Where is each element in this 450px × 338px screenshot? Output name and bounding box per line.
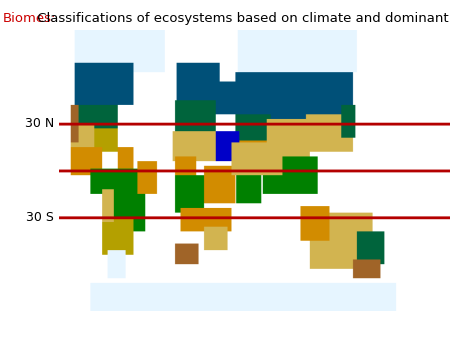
Text: 30 S: 30 S xyxy=(26,211,54,224)
Text: 30 N: 30 N xyxy=(25,117,54,130)
Text: Biomes:: Biomes: xyxy=(2,12,56,25)
Text: E. Benders-Hyde: E. Benders-Hyde xyxy=(135,290,199,299)
Text: Classifications of ecosystems based on climate and dominant plant growth forms: Classifications of ecosystems based on c… xyxy=(33,12,450,25)
